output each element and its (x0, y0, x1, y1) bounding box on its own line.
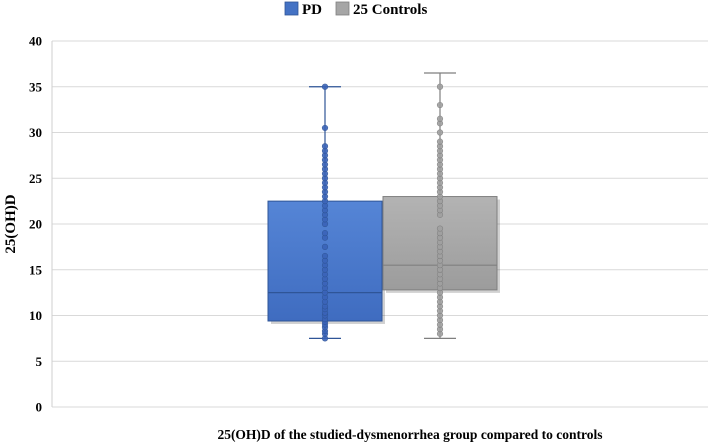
box-pd (267, 83, 385, 342)
data-point (436, 115, 444, 122)
y-axis-label: 25(OH)D (3, 194, 19, 253)
data-point (436, 101, 444, 109)
box-series (267, 72, 500, 342)
y-tick-label: 25 (29, 171, 43, 186)
legend-item: PD (284, 1, 322, 18)
legend-label: 25 Controls (353, 2, 427, 18)
data-point (436, 138, 444, 145)
legend-item: 25 Controls (335, 1, 427, 18)
y-axis-ticks: 0 5 10 15 20 25 30 35 40 (29, 34, 43, 415)
data-point (321, 143, 329, 150)
data-point (321, 83, 329, 90)
x-axis-label: 25(OH)D of the studied-dysmenorrhea grou… (217, 427, 602, 442)
data-point (436, 83, 444, 90)
y-tick-label: 15 (29, 262, 43, 277)
y-tick-label: 40 (29, 34, 42, 49)
legend-swatch (335, 1, 350, 16)
legend: PD 25 Controls (284, 1, 427, 18)
data-point (321, 230, 329, 237)
legend-label: PD (302, 2, 322, 18)
data-point (321, 243, 329, 250)
y-tick-label: 5 (36, 354, 43, 369)
y-tick-label: 30 (29, 125, 42, 140)
data-point (321, 124, 329, 132)
data-point (436, 129, 444, 136)
y-tick-label: 10 (29, 308, 42, 323)
y-tick-label: 35 (29, 79, 43, 94)
y-tick-label: 0 (36, 400, 43, 415)
y-tick-label: 20 (29, 217, 42, 232)
legend-swatch (284, 1, 299, 16)
data-point (321, 252, 329, 260)
data-point (436, 225, 444, 232)
box-controls (382, 72, 500, 339)
